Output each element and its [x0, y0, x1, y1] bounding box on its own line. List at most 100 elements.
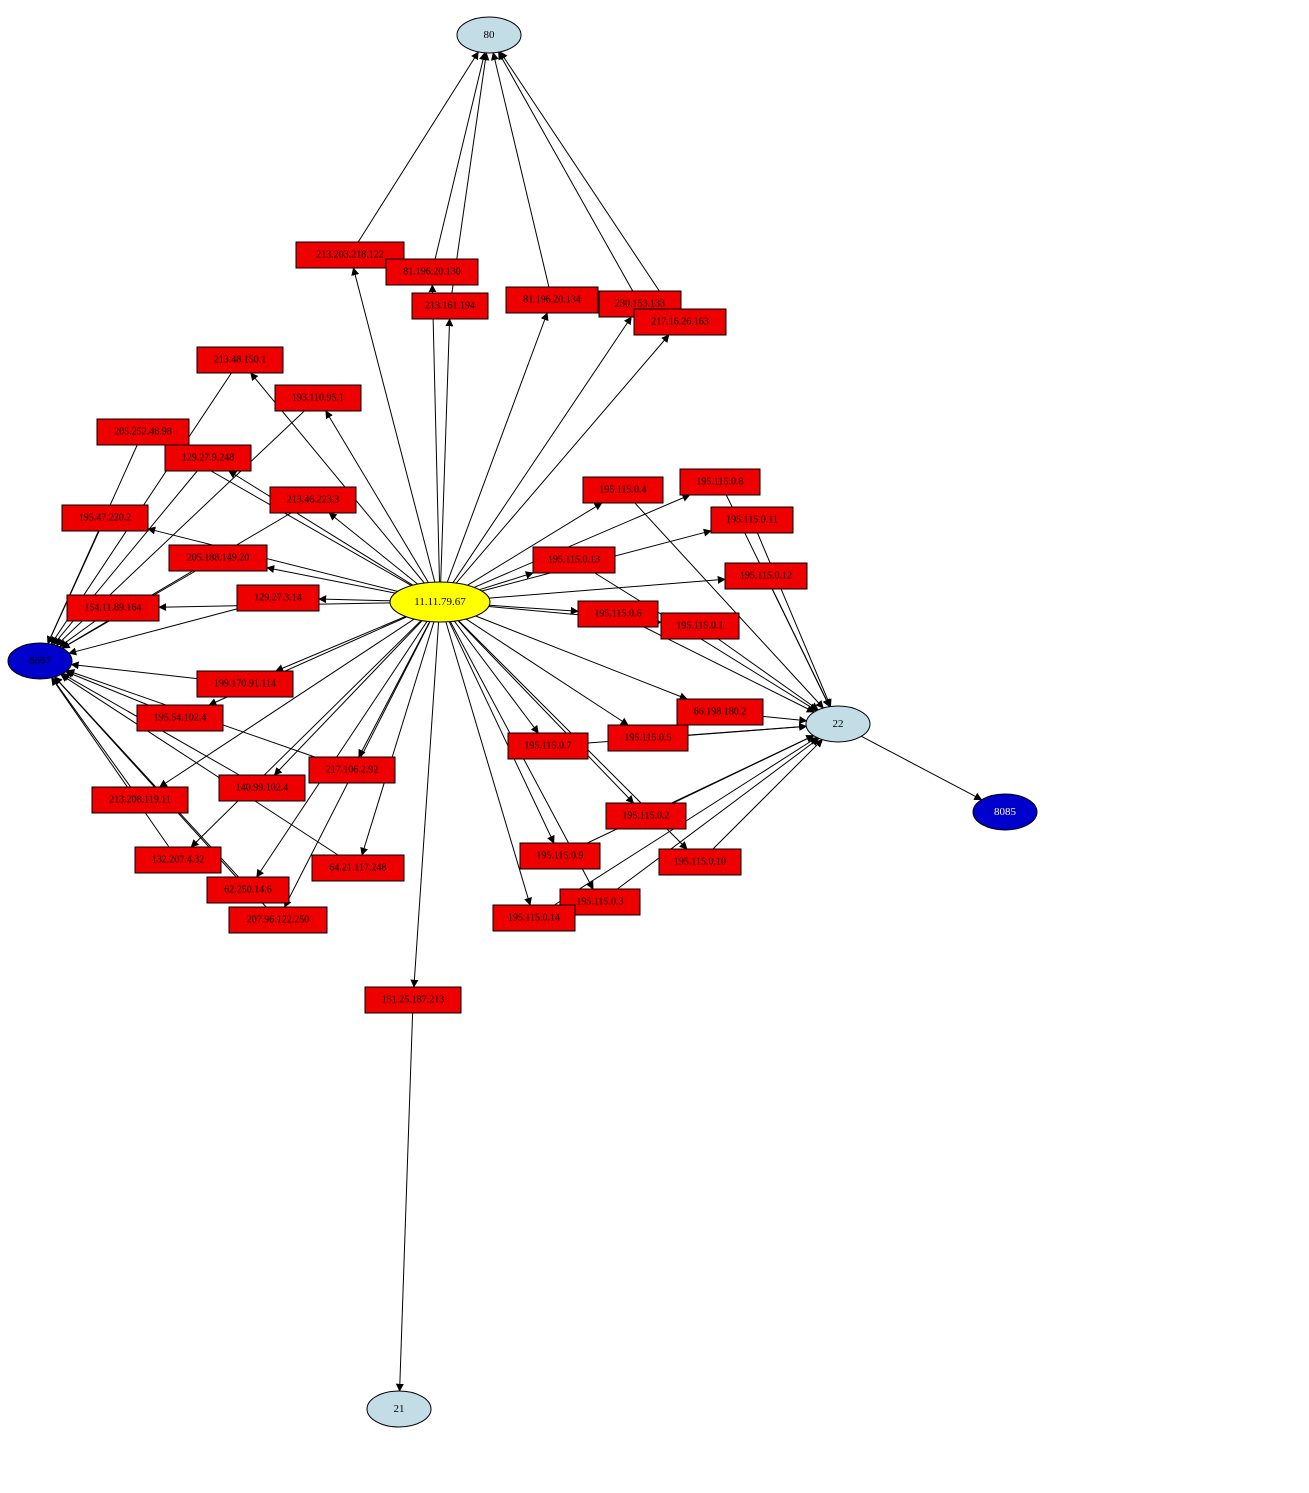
node-label: 230.153.133: [615, 299, 665, 310]
edge: [400, 1013, 413, 1391]
nodes-layer: 11.11.79.6780212266678085213.203.218.122…: [8, 17, 1037, 1427]
node-n30: 195.115.0.4: [583, 477, 663, 503]
node-n20: 213.208.119.11: [92, 787, 188, 813]
node-n7: 213.48.150.1: [197, 347, 283, 373]
node-label: 205.252.46.98: [114, 427, 172, 438]
edge: [60, 621, 96, 647]
node-label: 80: [484, 29, 496, 41]
node-label: 154.11.89.164: [84, 603, 141, 614]
edge: [276, 617, 406, 672]
node-label: 151.25.187.213: [382, 995, 445, 1006]
node-label: 195.115.0.12: [740, 571, 792, 582]
edge: [493, 53, 549, 287]
node-n3: 213.161.194: [412, 293, 488, 319]
node-label: 195.115.0.2: [622, 811, 669, 822]
edge: [453, 317, 631, 583]
edge: [454, 621, 538, 733]
node-center: 11.11.79.67: [390, 582, 490, 622]
node-n32: 195.115.0.11: [711, 507, 793, 533]
node-n11: 213.46.223.3: [270, 487, 356, 513]
node-label: 66.198.180.2: [694, 707, 747, 718]
edge: [48, 531, 99, 644]
node-n41: 195.115.0.9: [520, 843, 600, 869]
node-label: 132.207.4.32: [152, 855, 205, 866]
edge: [500, 52, 671, 309]
node-n31: 195.115.0.8: [680, 469, 760, 495]
node-label: 195.115.0.7: [524, 741, 571, 752]
edge: [274, 621, 422, 775]
node-n37: 66.198.180.2: [677, 699, 763, 725]
node-n4: 81.196.20.134: [506, 287, 598, 313]
edge: [452, 53, 487, 293]
node-n19: 217.106.2.92: [309, 757, 395, 783]
edge: [447, 313, 547, 582]
node-n35: 195.115.0.6: [578, 601, 658, 627]
edge: [414, 622, 439, 987]
node-n33: 195.115.0.13: [533, 547, 615, 573]
node-n36: 195.115.0.1: [661, 613, 739, 639]
node-label: 195.115.0.1: [676, 621, 723, 632]
edge: [861, 736, 981, 799]
node-label: 11.11.79.67: [414, 596, 466, 608]
node-p21: 21: [367, 1391, 431, 1427]
edge: [191, 621, 421, 848]
node-label: 195.115.0.6: [594, 609, 641, 620]
node-label: 199.170.91.114: [214, 679, 276, 690]
node-label: 217.106.2.92: [326, 765, 379, 776]
edge: [441, 319, 450, 582]
node-n22: 62.250.14.6: [207, 877, 289, 903]
node-n21: 132.207.4.32: [135, 847, 221, 873]
node-label: 81.196.20.130: [403, 267, 461, 278]
node-label: 140.99.102.4: [236, 783, 289, 794]
node-label: 195.115.0.14: [508, 913, 560, 924]
edge: [456, 335, 669, 583]
node-n8: 193.110.95.1: [275, 385, 361, 411]
edge: [713, 740, 822, 849]
edge: [446, 622, 530, 905]
node-label: 193.110.95.1: [292, 393, 344, 404]
edge: [489, 579, 725, 598]
node-label: 195.115.0.11: [726, 515, 778, 526]
edge: [763, 716, 807, 720]
node-n17: 195.54.102.4: [137, 705, 223, 731]
edge: [432, 285, 439, 582]
node-n34: 195.115.0.12: [725, 563, 807, 589]
node-n18: 140.99.102.4: [219, 775, 305, 801]
node-n12: 195.47.220.2: [62, 505, 148, 531]
edge: [52, 678, 169, 847]
edge: [358, 52, 478, 242]
node-n2: 81.196.20.130: [386, 259, 478, 285]
edge: [362, 622, 434, 855]
node-label: 195.47.220.2: [79, 513, 132, 524]
node-label: 217.16.26.163: [651, 317, 709, 328]
edge: [329, 513, 418, 584]
edge: [62, 513, 291, 648]
node-n10: 129.27.9.248: [165, 445, 251, 471]
node-label: 213.208.119.11: [109, 795, 171, 806]
node-label: 195.115.0.10: [674, 857, 726, 868]
node-label: 195.115.0.3: [576, 897, 623, 908]
edge: [61, 675, 338, 855]
node-label: 195.115.0.4: [599, 485, 646, 496]
node-label: 213.48.150.1: [214, 355, 267, 366]
node-n44: 195.115.0.14: [493, 905, 575, 931]
node-n42: 195.115.0.10: [659, 849, 741, 875]
node-label: 205.188.149.20: [187, 553, 250, 564]
node-label: 21: [394, 1403, 405, 1415]
node-n40: 195.115.0.2: [606, 803, 686, 829]
edge: [319, 599, 390, 601]
network-diagram: 11.11.79.6780212266678085213.203.218.122…: [0, 0, 1309, 1493]
node-n38: 195.115.0.5: [608, 725, 688, 751]
node-n13: 205.188.149.20: [169, 545, 267, 571]
node-label: 195.54.102.4: [154, 713, 207, 724]
node-label: 129.27.3.14: [254, 593, 302, 604]
node-label: 213.46.223.3: [287, 495, 340, 506]
node-label: 207.96.122.250: [247, 915, 310, 926]
edge: [435, 53, 485, 259]
node-n23: 64.21.117.248: [312, 855, 404, 881]
node-label: 195.115.0.5: [624, 733, 671, 744]
node-label: 81.196.20.134: [523, 295, 581, 306]
node-label: 64.21.117.248: [329, 863, 386, 874]
edge: [257, 621, 427, 877]
node-p6667: 6667: [8, 643, 72, 679]
